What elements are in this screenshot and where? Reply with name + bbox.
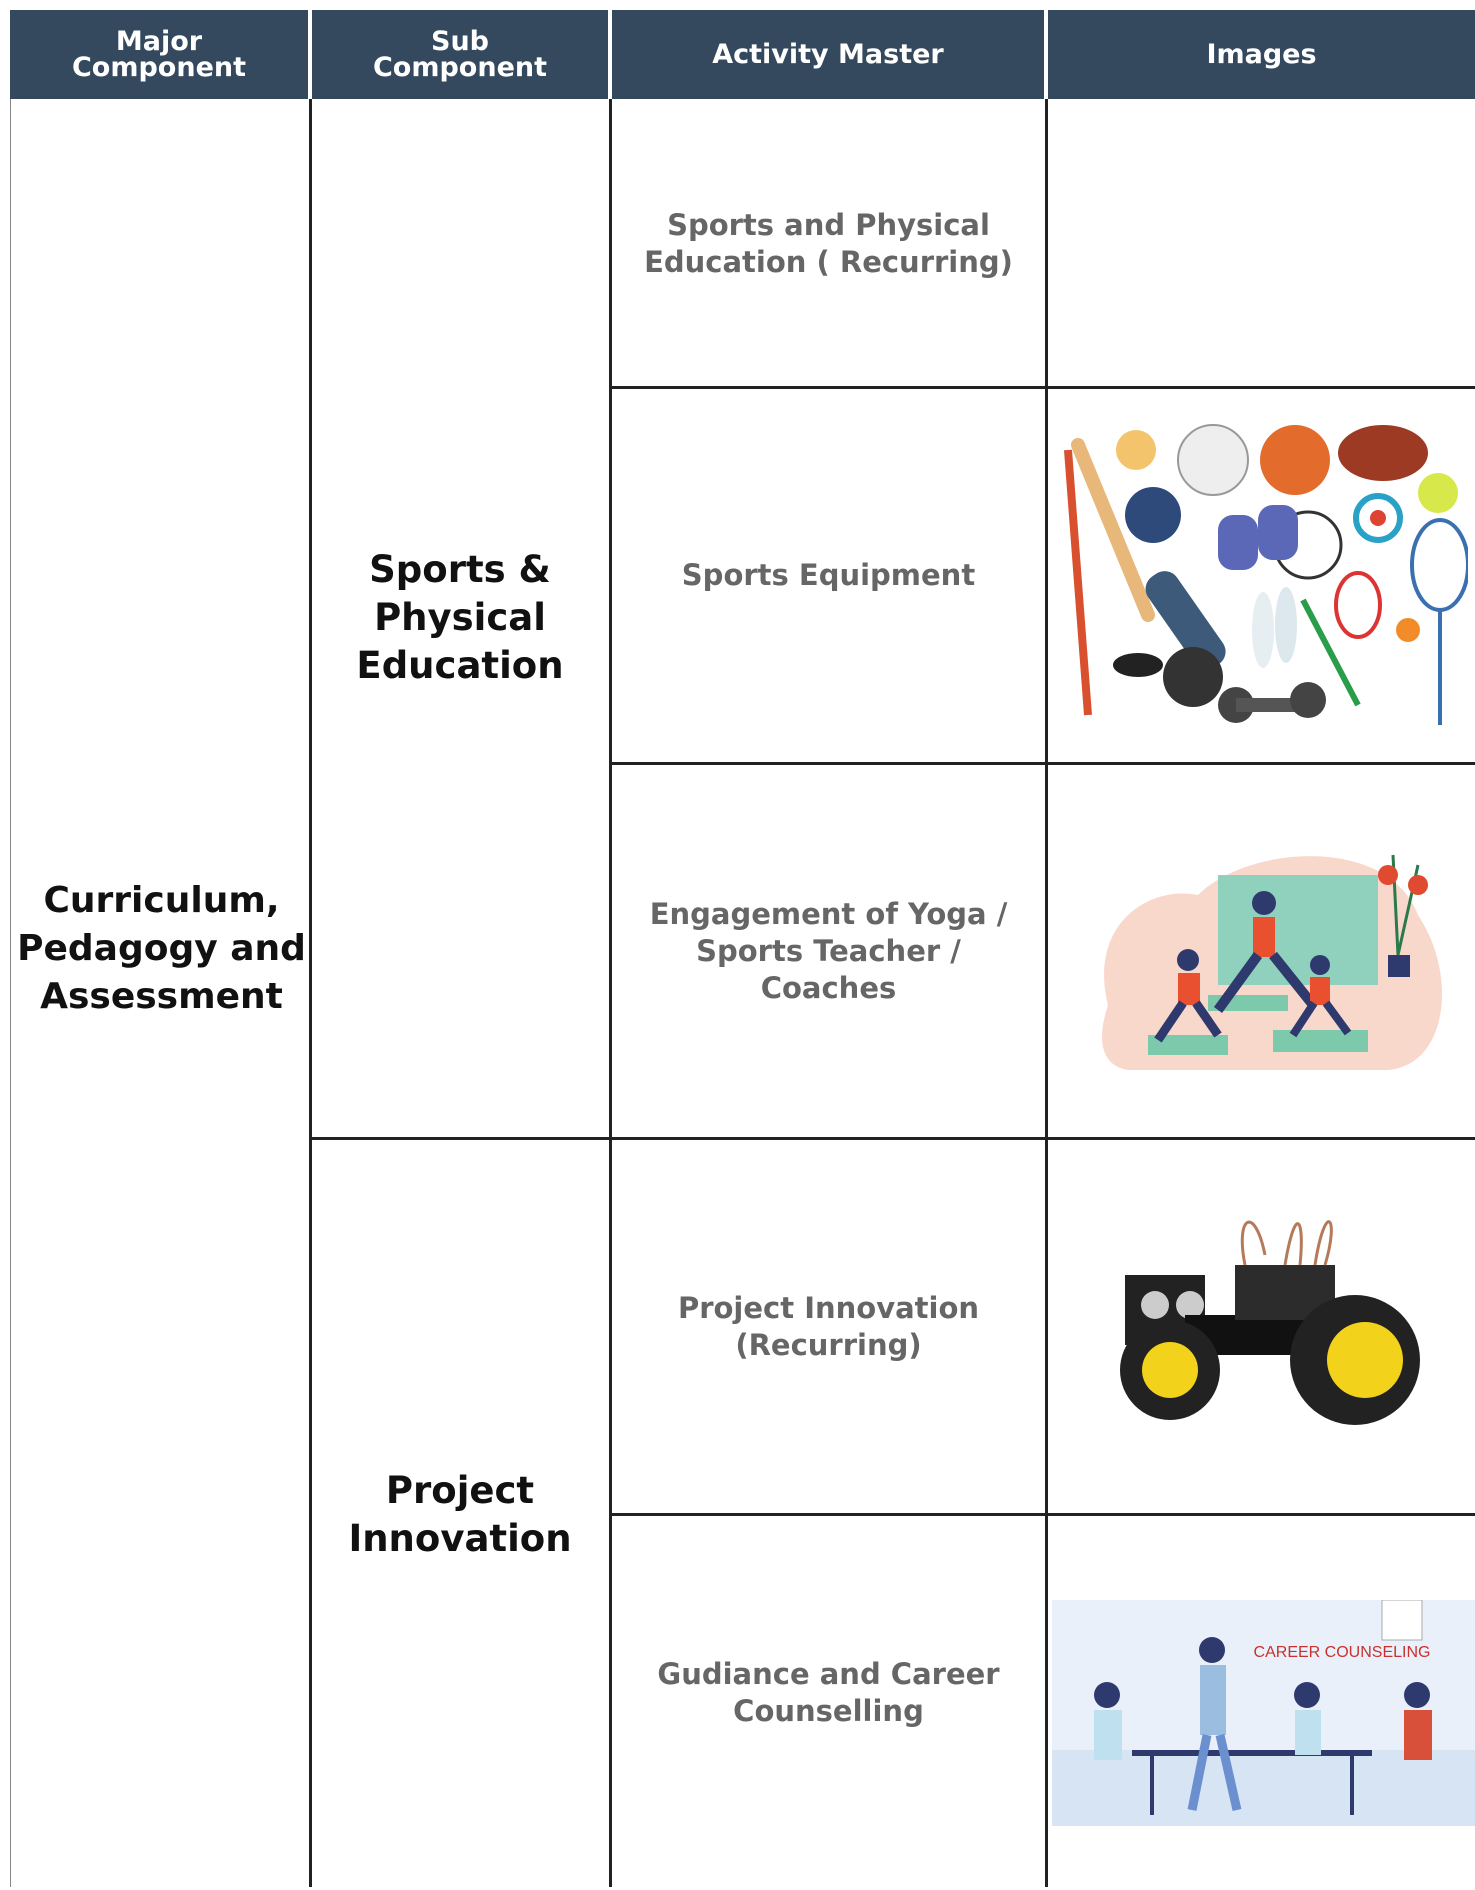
activity-cell: Gudiance and Career Counselling	[612, 1516, 1045, 1887]
activity-cell: Engagement of Yoga / Sports Teacher / Co…	[612, 765, 1045, 1138]
header-text: Images	[1206, 38, 1317, 70]
border	[609, 1513, 1475, 1516]
header-text: Sub Component	[372, 25, 548, 83]
image-caption: CAREER COUNSELING	[1254, 1644, 1431, 1661]
activity-cell: Sports Equipment	[612, 389, 1045, 762]
header-cell: Activity Master	[612, 10, 1044, 99]
border	[10, 99, 11, 1887]
border	[309, 1137, 1475, 1140]
header-cell: Images	[1048, 10, 1475, 99]
sports-equipment-image	[1064, 424, 1468, 725]
header-text: Major Component	[71, 25, 247, 83]
major-cell: Curriculum, Pedagogy and Assessment	[14, 99, 309, 1799]
header-cell: Major Component	[10, 10, 308, 99]
sub-text: Sports & Physical Education	[356, 548, 564, 687]
header-cell: Sub Component	[312, 10, 608, 99]
sub-cell: Project Innovation	[330, 1140, 590, 1890]
activity-text: Gudiance and Career Counselling	[657, 1657, 1000, 1728]
activity-cell: Project Innovation (Recurring)	[612, 1140, 1045, 1513]
activity-text: Sports and Physical Education ( Recurrin…	[644, 208, 1013, 279]
activity-cell: Sports and Physical Education ( Recurrin…	[612, 99, 1045, 389]
activity-text: Engagement of Yoga / Sports Teacher / Co…	[649, 897, 1008, 1005]
sub-cell: Sports & Physical Education	[330, 99, 590, 1137]
activity-text: Project Innovation (Recurring)	[677, 1290, 980, 1362]
career-counseling-image: CAREER COUNSELING	[1052, 1600, 1475, 1826]
activity-text: Sports Equipment	[681, 558, 976, 592]
border	[609, 762, 1475, 765]
header-text: Activity Master	[712, 38, 944, 70]
sub-text: Project Innovation	[348, 1469, 572, 1560]
major-text: Curriculum, Pedagogy and Assessment	[17, 880, 306, 1017]
yoga-image	[1102, 854, 1442, 1070]
border	[609, 99, 612, 1887]
border	[609, 386, 1475, 389]
border	[1045, 99, 1048, 1887]
border	[309, 99, 312, 1887]
robot-car-image	[1120, 1220, 1420, 1425]
